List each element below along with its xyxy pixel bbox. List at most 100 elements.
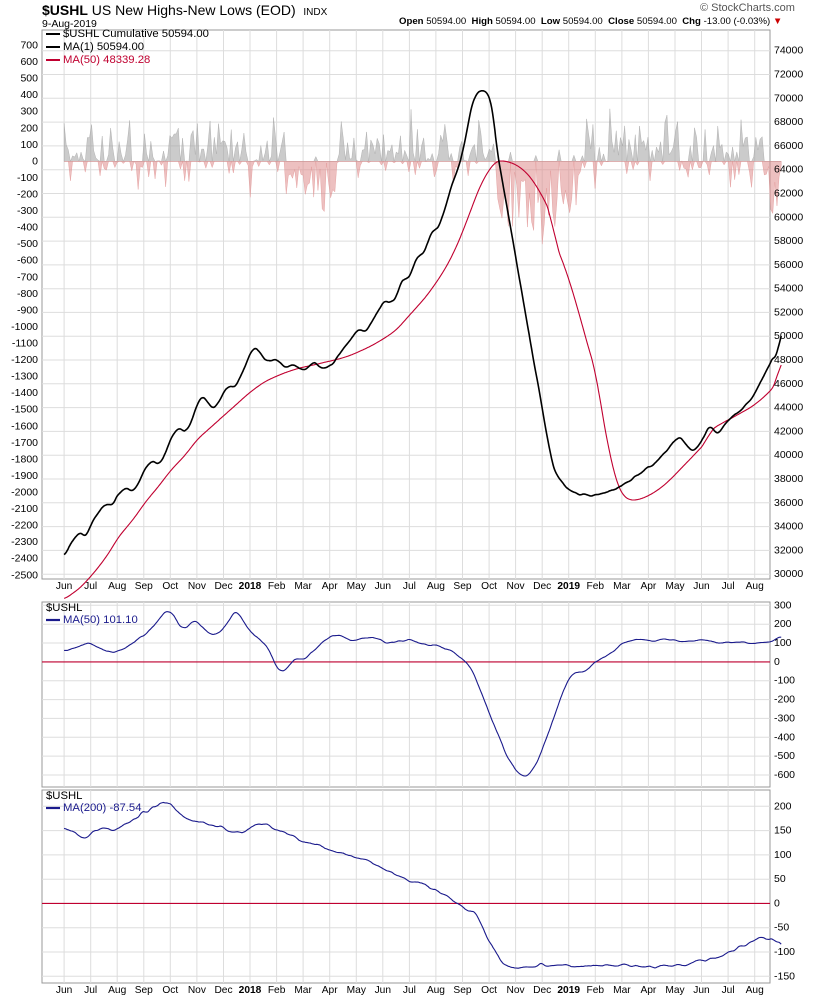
svg-text:700: 700 (20, 40, 38, 52)
svg-text:Jun: Jun (56, 985, 72, 996)
svg-text:200: 200 (774, 800, 792, 812)
svg-text:-2000: -2000 (11, 487, 38, 499)
svg-text:Jul: Jul (84, 581, 97, 592)
svg-text:2019: 2019 (557, 581, 580, 592)
svg-text:Jul: Jul (403, 581, 416, 592)
svg-text:Mar: Mar (613, 581, 631, 592)
svg-text:-1000: -1000 (11, 321, 38, 333)
svg-text:Jul: Jul (722, 581, 735, 592)
svg-text:Aug: Aug (427, 581, 445, 592)
svg-text:Aug: Aug (108, 985, 126, 996)
svg-text:-2300: -2300 (11, 536, 38, 548)
svg-text:500: 500 (20, 73, 38, 85)
svg-text:50000: 50000 (774, 330, 803, 342)
svg-text:0: 0 (32, 155, 38, 167)
svg-text:0: 0 (774, 656, 780, 668)
svg-text:-200: -200 (17, 189, 38, 201)
svg-text:44000: 44000 (774, 402, 803, 414)
svg-text:-1900: -1900 (11, 470, 38, 482)
svg-text:-500: -500 (774, 750, 795, 762)
svg-text:-1500: -1500 (11, 404, 38, 416)
svg-text:Jul: Jul (722, 985, 735, 996)
svg-text:300: 300 (20, 106, 38, 118)
svg-text:-500: -500 (17, 238, 38, 250)
svg-text:48000: 48000 (774, 354, 803, 366)
svg-text:50: 50 (774, 873, 786, 885)
svg-text:Sep: Sep (453, 581, 471, 592)
svg-text:Sep: Sep (453, 985, 471, 996)
svg-text:-1600: -1600 (11, 420, 38, 432)
svg-text:30000: 30000 (774, 568, 803, 580)
svg-text:$USHL: $USHL (46, 602, 82, 614)
svg-text:-2200: -2200 (11, 520, 38, 532)
svg-text:Dec: Dec (214, 985, 232, 996)
svg-text:Oct: Oct (162, 581, 178, 592)
svg-text:Nov: Nov (188, 581, 207, 592)
svg-text:58000: 58000 (774, 235, 803, 247)
svg-text:42000: 42000 (774, 425, 803, 437)
svg-text:300: 300 (774, 599, 792, 611)
svg-text:Jun: Jun (693, 985, 709, 996)
svg-text:Jul: Jul (84, 985, 97, 996)
svg-text:MA(50) 48339.28: MA(50) 48339.28 (63, 54, 150, 66)
svg-text:2019: 2019 (557, 985, 580, 996)
svg-text:-150: -150 (774, 970, 795, 982)
svg-text:-1100: -1100 (12, 338, 38, 350)
svg-text:Nov: Nov (507, 581, 526, 592)
svg-text:Jun: Jun (375, 985, 391, 996)
svg-text:MA(1) 50594.00: MA(1) 50594.00 (63, 41, 144, 53)
svg-text:100: 100 (774, 849, 792, 861)
svg-text:Aug: Aug (108, 581, 126, 592)
svg-text:-100: -100 (774, 675, 795, 687)
svg-text:May: May (665, 581, 685, 592)
svg-text:$USHL: $USHL (46, 790, 82, 802)
svg-text:-2400: -2400 (11, 553, 38, 565)
svg-text:Jul: Jul (403, 985, 416, 996)
svg-text:Feb: Feb (587, 581, 605, 592)
svg-text:Dec: Dec (533, 581, 551, 592)
svg-text:-2100: -2100 (11, 503, 38, 515)
svg-text:MA(200) -87.54: MA(200) -87.54 (63, 802, 142, 814)
svg-text:Mar: Mar (613, 985, 631, 996)
svg-text:Oct: Oct (481, 581, 497, 592)
svg-text:-800: -800 (17, 288, 38, 300)
svg-text:-1800: -1800 (11, 453, 38, 465)
svg-text:-2500: -2500 (11, 569, 38, 581)
svg-text:Sep: Sep (135, 985, 153, 996)
svg-text:52000: 52000 (774, 306, 803, 318)
svg-text:64000: 64000 (774, 164, 803, 176)
svg-text:150: 150 (774, 825, 792, 837)
svg-text:May: May (347, 581, 367, 592)
svg-text:Nov: Nov (507, 985, 526, 996)
svg-text:Apr: Apr (640, 985, 656, 996)
svg-text:MA(50) 101.10: MA(50) 101.10 (63, 614, 138, 626)
svg-text:100: 100 (20, 139, 38, 151)
svg-text:0: 0 (774, 897, 780, 909)
svg-text:-400: -400 (17, 222, 38, 234)
svg-text:40000: 40000 (774, 449, 803, 461)
svg-text:62000: 62000 (774, 188, 803, 200)
svg-text:-50: -50 (774, 922, 789, 934)
svg-text:400: 400 (20, 89, 38, 101)
svg-text:36000: 36000 (774, 497, 803, 509)
svg-text:70000: 70000 (774, 92, 803, 104)
svg-text:32000: 32000 (774, 544, 803, 556)
svg-text:Jun: Jun (693, 581, 709, 592)
svg-text:54000: 54000 (774, 283, 803, 295)
svg-text:Apr: Apr (640, 581, 656, 592)
svg-text:-1300: -1300 (11, 371, 38, 383)
svg-text:2018: 2018 (239, 581, 262, 592)
svg-text:Mar: Mar (294, 581, 312, 592)
svg-text:-600: -600 (17, 255, 38, 267)
svg-text:100: 100 (774, 637, 792, 649)
svg-text:-300: -300 (17, 205, 38, 217)
svg-text:-700: -700 (17, 271, 38, 283)
svg-text:Mar: Mar (294, 985, 312, 996)
svg-text:200: 200 (774, 618, 792, 630)
svg-text:60000: 60000 (774, 211, 803, 223)
svg-text:May: May (347, 985, 367, 996)
svg-text:Jun: Jun (56, 581, 72, 592)
svg-text:Apr: Apr (322, 581, 338, 592)
svg-text:2018: 2018 (239, 985, 262, 996)
svg-text:66000: 66000 (774, 140, 803, 152)
